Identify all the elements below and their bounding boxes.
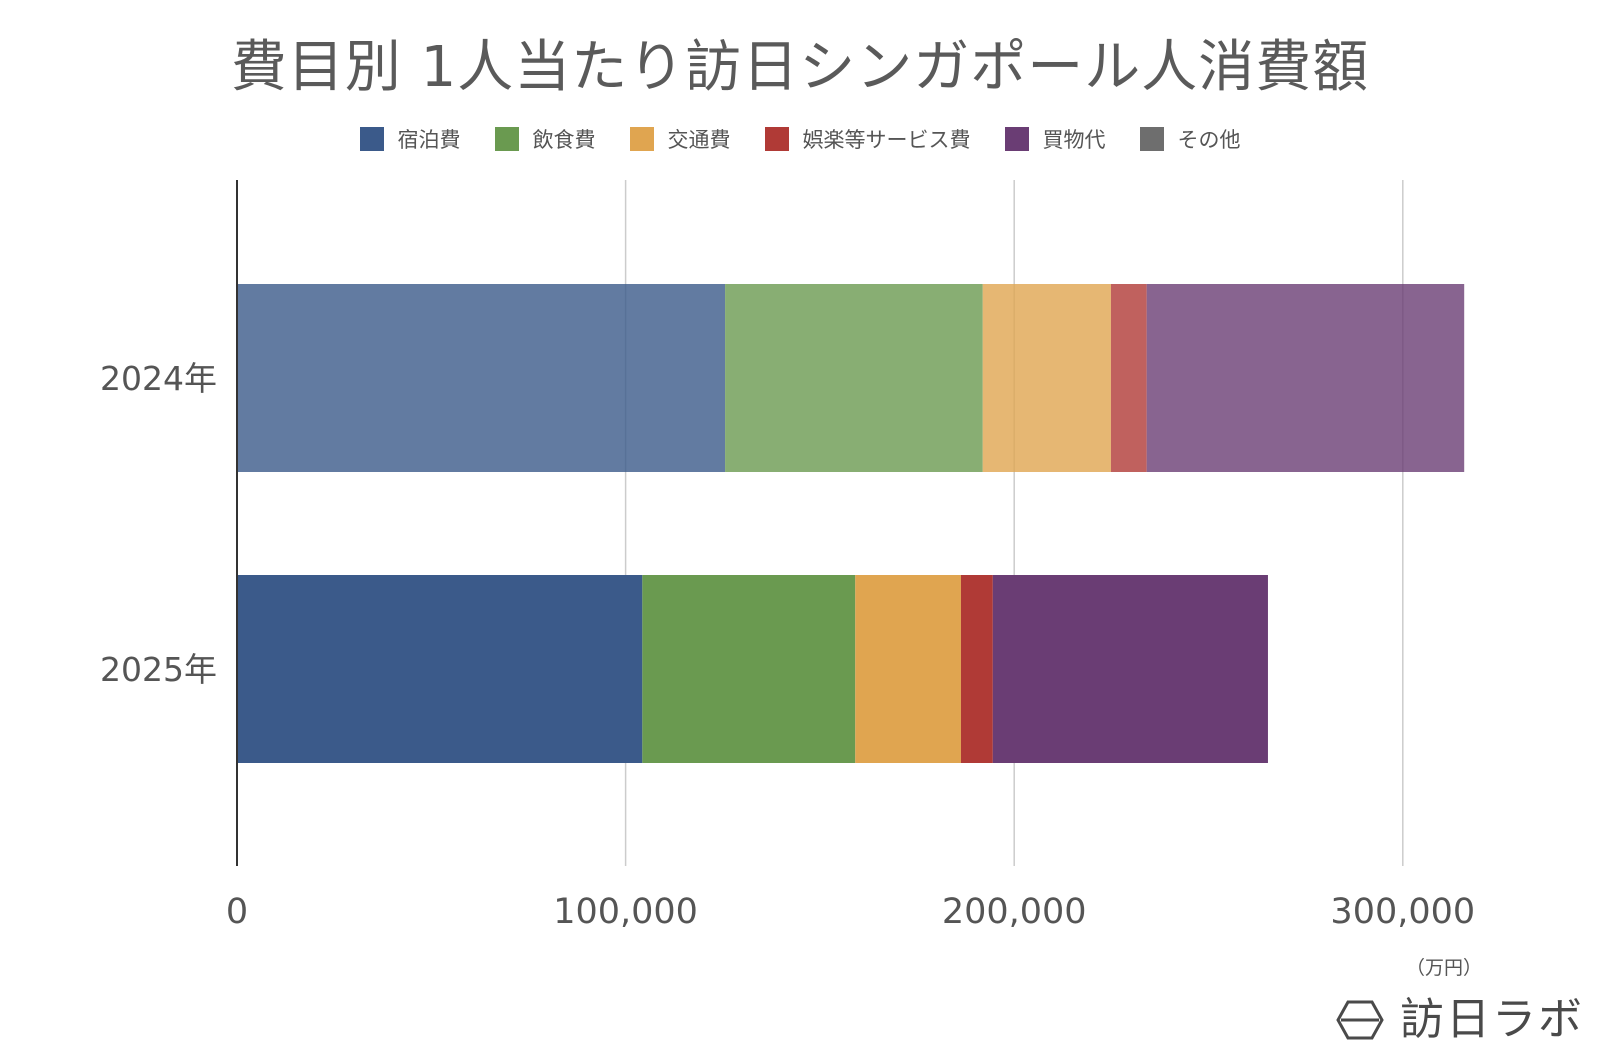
bar-segment bbox=[992, 575, 1268, 763]
legend-label: その他 bbox=[1177, 128, 1241, 152]
legend-swatch bbox=[764, 127, 789, 151]
y-tick-label: 2024年 bbox=[100, 359, 217, 398]
legend-item: 飲食費 bbox=[494, 124, 596, 154]
legend-item: 交通費 bbox=[629, 124, 731, 154]
legend-label: 買物代 bbox=[1042, 128, 1106, 152]
x-axis-unit-label: （万円） bbox=[1406, 957, 1483, 979]
brand-logo: 訪日ラボ bbox=[1336, 998, 1584, 1042]
bar-segment bbox=[237, 284, 726, 472]
legend-label: 飲食費 bbox=[532, 128, 596, 152]
bar-segment bbox=[982, 284, 1111, 472]
legend-item: 宿泊費 bbox=[359, 124, 461, 154]
legend-label: 宿泊費 bbox=[397, 128, 461, 152]
bar-segment bbox=[237, 575, 643, 763]
brand-name: 訪日ラボ bbox=[1400, 994, 1584, 1045]
bar-segment bbox=[1146, 284, 1465, 472]
y-tick-label: 2025年 bbox=[100, 650, 217, 689]
x-tick-label: 200,000 bbox=[942, 892, 1087, 932]
x-tick-label: 100,000 bbox=[553, 892, 698, 932]
chart-legend: 宿泊費 飲食費 交通費 娯楽等サービス費 買物代 その他 bbox=[0, 124, 1600, 154]
hexagon-logo-icon bbox=[1336, 1000, 1384, 1040]
chart-title: 費目別 1人当たり訪日シンガポール人消費額 bbox=[230, 35, 1370, 100]
bar-segment bbox=[855, 575, 961, 763]
legend-swatch bbox=[1139, 127, 1164, 151]
legend-swatch bbox=[629, 127, 654, 151]
legend-swatch bbox=[494, 127, 519, 151]
legend-swatch bbox=[1004, 127, 1029, 151]
bar-segment bbox=[725, 284, 983, 472]
x-tick-label: 0 bbox=[226, 892, 248, 932]
legend-swatch bbox=[359, 127, 384, 151]
legend-label: 娯楽等サービス費 bbox=[802, 128, 971, 152]
bar-segment bbox=[1110, 284, 1147, 472]
legend-item: 買物代 bbox=[1004, 124, 1106, 154]
bar-segment bbox=[642, 575, 856, 763]
legend-item: その他 bbox=[1139, 124, 1241, 154]
legend-item: 娯楽等サービス費 bbox=[764, 124, 971, 154]
bar-segment bbox=[960, 575, 993, 763]
x-tick-label: 300,000 bbox=[1330, 892, 1475, 932]
legend-label: 交通費 bbox=[667, 128, 731, 152]
